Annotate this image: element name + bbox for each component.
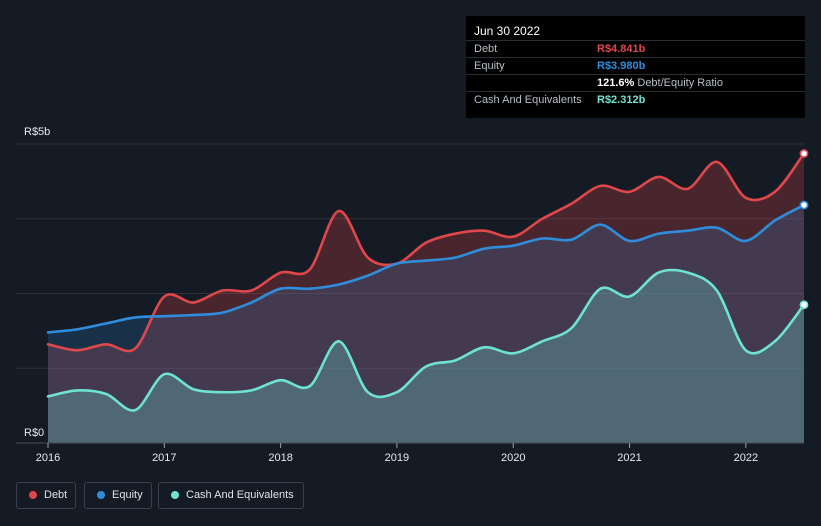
cash-line [46,268,806,412]
tooltip-ratio-label: Debt/Equity Ratio [637,77,723,89]
x-tick-label-2: 2018 [268,452,292,464]
legend-debt-label: Debt [44,489,68,501]
y-tick-label-0: R$0 [24,427,44,439]
tooltip-row-ratio: 121.6% Debt/Equity Ratio [466,74,805,92]
debt-endpoint-marker [799,149,809,158]
tooltip-cash-value: R$2.312b [597,94,646,106]
legend-equity[interactable]: Equity [84,482,152,509]
tooltip-equity-label: Equity [474,60,505,72]
equity-area [48,205,804,443]
tooltip-debt-label: Debt [474,43,498,55]
x-tick-label-0: 2016 [36,452,60,464]
tooltip-equity-value: R$3.980b [597,60,646,72]
x-tick-label-1: 2017 [152,452,176,464]
tooltip-date: Jun 30 2022 [474,24,541,38]
tooltip-panel: Jun 30 2022 Debt R$4.841b Equity R$3.980… [466,16,805,118]
cash-endpoint-marker [799,300,809,310]
x-tick-label-4: 2020 [501,452,525,464]
y-tick-label-1: R$5b [24,126,50,138]
tooltip-ratio-value: 121.6% [597,77,635,89]
legend-debt-dot-icon [29,491,37,499]
tooltip-row-debt: Debt R$4.841b [466,40,805,58]
equity-endpoint-marker [799,200,809,210]
legend-equity-label: Equity [112,489,143,501]
tooltip-ratio: 121.6% Debt/Equity Ratio [597,77,723,89]
x-tick-label-3: 2019 [385,452,409,464]
legend-debt[interactable]: Debt [16,482,76,509]
tooltip-row-cash: Cash And Equivalents R$2.312b [466,91,805,109]
legend-cash-label: Cash And Equivalents [186,489,294,501]
x-tick-label-6: 2022 [734,452,758,464]
tooltip-cash-label: Cash And Equivalents [474,94,582,106]
legend-equity-dot-icon [97,491,105,499]
tooltip-debt-value: R$4.841b [597,43,646,55]
equity-line [46,203,806,334]
legend-cash[interactable]: Cash And Equivalents [158,482,304,509]
legend-cash-dot-icon [171,491,179,499]
x-tick-label-5: 2021 [617,452,641,464]
debt-area [48,153,804,443]
debt-line [46,152,806,353]
cash-area [48,270,804,443]
tooltip-row-equity: Equity R$3.980b [466,57,805,75]
